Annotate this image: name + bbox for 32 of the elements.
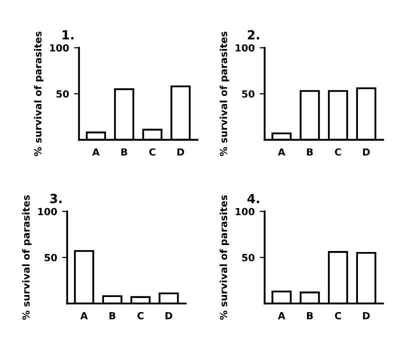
chart-title: 3. [50,194,62,204]
y-tick-label: 100 [38,208,57,216]
y-axis-title: % survival of parasites [34,32,44,156]
x-tick-label: D [363,312,370,320]
x-tick-label: D [177,148,184,156]
y-axis-title: % survival of parasites [220,195,230,320]
x-tick-label: A [278,148,286,156]
y-tick-label: 50 [56,90,69,98]
chart-title: 1. [62,30,74,40]
y-tick-label: 100 [236,208,254,216]
x-tick-label: B [306,312,313,320]
x-tick-label: D [363,148,370,156]
y-tick-label: 50 [242,254,254,262]
y-axis-title: % survival of parasites [220,32,230,156]
x-tick-label: C [137,312,144,320]
x-tick-label: B [306,148,313,156]
x-tick-label: A [92,148,100,156]
x-tick-label: D [166,312,172,320]
x-tick-label: C [334,148,341,156]
x-tick-label: C [334,312,341,320]
chart-title: 2. [248,30,260,40]
y-tick-label: 100 [236,44,254,52]
y-tick-label: 50 [44,254,57,262]
x-tick-label: A [80,312,88,320]
x-tick-label: C [149,148,156,156]
x-tick-label: B [109,312,116,320]
x-tick-label: B [121,148,128,156]
y-tick-label: 50 [242,90,254,98]
y-tick-label: 100 [50,44,69,52]
y-axis-title: % survival of parasites [22,195,32,320]
chart-title: 4. [247,194,260,204]
x-tick-label: A [278,312,286,320]
